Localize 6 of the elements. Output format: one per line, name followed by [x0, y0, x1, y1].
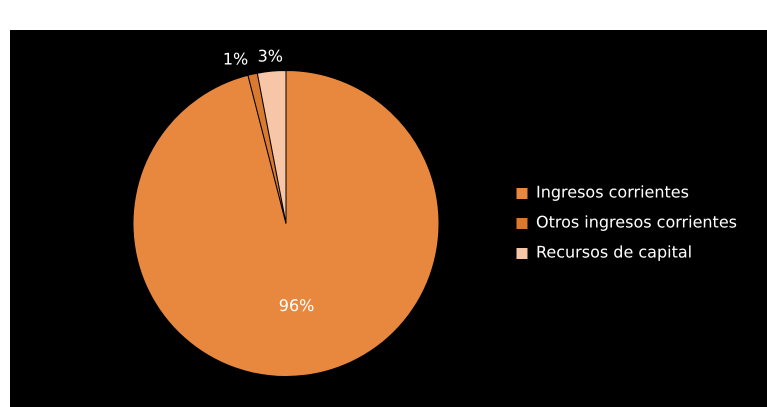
legend-label: Recursos de capital — [536, 242, 692, 262]
legend-label: Otros ingresos corrientes — [536, 212, 738, 232]
data-label: 3% — [258, 46, 283, 66]
data-label: 1% — [222, 50, 248, 69]
data-label: 96% — [278, 296, 314, 316]
legend-label: Ingresos corrientes — [536, 182, 689, 202]
